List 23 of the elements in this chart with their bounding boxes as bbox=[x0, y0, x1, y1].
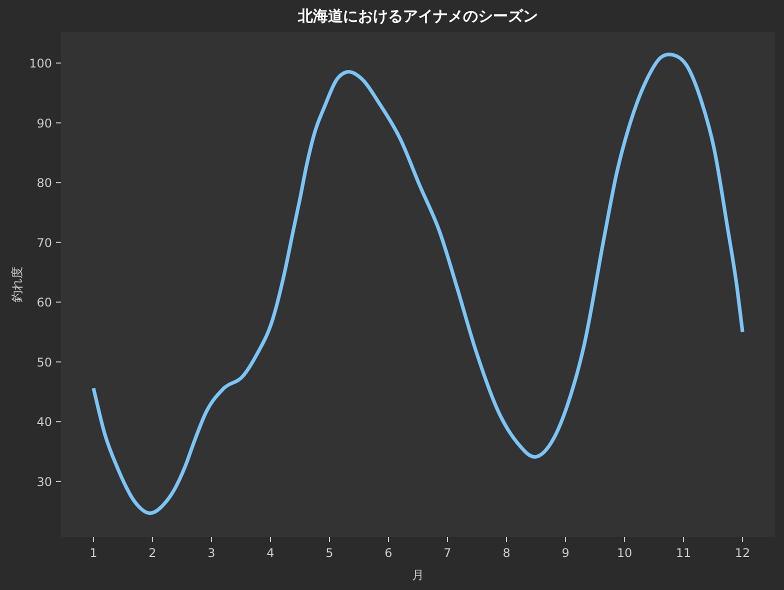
y-axis-title: 釣れ度 bbox=[10, 266, 24, 302]
y-tick-label: 30 bbox=[36, 474, 52, 489]
x-tick-label: 6 bbox=[384, 546, 392, 560]
x-tick-label: 10 bbox=[616, 546, 632, 560]
y-tick-label: 50 bbox=[36, 355, 52, 370]
y-tick-label: 90 bbox=[36, 116, 52, 130]
x-tick-label: 2 bbox=[148, 546, 156, 560]
x-tick-label: 3 bbox=[208, 546, 216, 560]
y-tick-label: 60 bbox=[36, 296, 52, 310]
y-tick-label: 80 bbox=[36, 176, 52, 190]
y-tick-label: 40 bbox=[36, 415, 52, 430]
y-tick-label: 70 bbox=[36, 236, 52, 250]
x-axis-title: 月 bbox=[412, 568, 424, 582]
x-tick-label: 8 bbox=[502, 546, 510, 560]
y-tick-label: 100 bbox=[29, 56, 52, 71]
x-tick-label: 9 bbox=[562, 546, 570, 560]
x-tick-label: 1 bbox=[90, 546, 98, 560]
x-tick-label: 4 bbox=[266, 546, 274, 560]
x-tick-label: 12 bbox=[734, 546, 750, 560]
x-tick-label: 11 bbox=[676, 546, 692, 560]
chart-title: 北海道におけるアイナメのシーズン bbox=[297, 7, 538, 25]
x-tick-label: 5 bbox=[326, 546, 334, 560]
x-tick-label: 7 bbox=[444, 546, 452, 560]
